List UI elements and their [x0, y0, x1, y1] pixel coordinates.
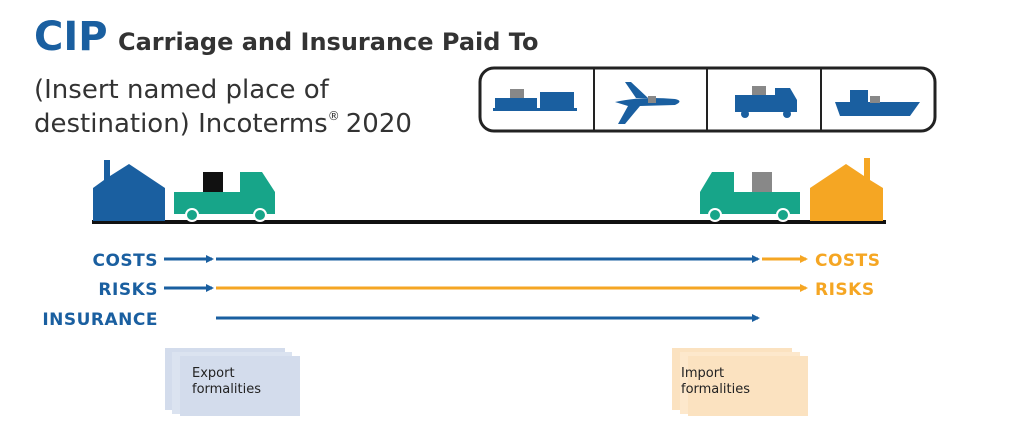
buyer-truck [700, 172, 800, 222]
document-label: formalities [681, 382, 750, 397]
transport-modes [478, 66, 937, 133]
buyer-label: RISKS [815, 280, 875, 300]
seller-label: INSURANCE [42, 310, 158, 330]
seller-label: RISKS [98, 280, 158, 300]
subtitle-text: destination) Incoterms [34, 109, 328, 139]
arrows [164, 255, 808, 322]
seller-label: COSTS [92, 251, 158, 271]
subtitle-line: destination) Incoterms® 2020 [34, 109, 412, 139]
seller-truck [174, 172, 275, 222]
subtitle-line: (Insert named place of [34, 75, 330, 105]
seller-house [93, 160, 165, 221]
buyer-label: COSTS [815, 251, 881, 271]
incoterm-title: Carriage and Insurance Paid To [118, 28, 538, 56]
trademark: ® [328, 109, 340, 123]
document-label: Import [681, 366, 724, 381]
document-label: formalities [192, 382, 261, 397]
document-label: Export [192, 366, 235, 381]
year: 2020 [346, 109, 412, 139]
export-documents [165, 348, 300, 416]
incoterm-code: CIP [34, 14, 108, 60]
import-documents [672, 348, 808, 416]
buyer-house [810, 158, 883, 221]
